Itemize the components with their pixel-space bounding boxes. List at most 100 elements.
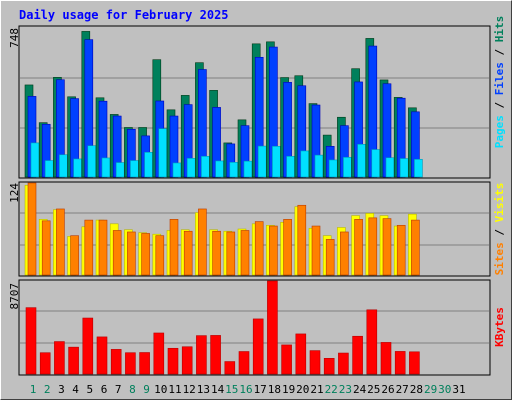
kbytes-bar	[238, 351, 250, 375]
sites-bar	[127, 231, 136, 276]
day-label: 22	[325, 383, 338, 396]
sites-bar	[269, 225, 278, 276]
day-label: 20	[296, 383, 309, 396]
y-max-label: 124	[8, 183, 21, 203]
kbytes-bar	[139, 352, 150, 375]
graph-title: Daily usage for February 2025	[19, 8, 229, 22]
sites-bar	[212, 230, 221, 276]
sites-bar	[325, 239, 335, 276]
sites-bar	[283, 219, 292, 276]
pages-bar	[257, 145, 267, 178]
legend-entry: Pages	[493, 115, 506, 148]
day-label: 2	[44, 383, 51, 396]
kbytes-bar	[25, 307, 37, 375]
sites-bar	[311, 225, 321, 276]
legend-entry: Visits	[493, 183, 506, 223]
pages-bar	[300, 150, 310, 178]
day-label: 31	[452, 383, 465, 396]
day-label: 10	[154, 383, 167, 396]
y-max-label: 8707	[8, 283, 21, 310]
kbytes-bar	[125, 352, 136, 375]
sites-bar	[169, 219, 179, 276]
sites-bar	[27, 182, 37, 276]
day-label: 16	[239, 383, 252, 396]
pages-bar	[59, 154, 68, 178]
pages-bar	[158, 128, 168, 178]
kbytes-bar	[323, 357, 335, 375]
pages-bar	[328, 159, 338, 178]
kbytes-bar	[54, 341, 65, 375]
sites-bar	[141, 233, 150, 276]
kbytes-bar	[380, 342, 392, 375]
day-label: 21	[310, 383, 323, 396]
pages-bar	[215, 160, 224, 178]
kbytes-bar	[281, 344, 292, 375]
legend-separator: /	[493, 222, 506, 242]
day-label: 15	[225, 383, 238, 396]
day-label: 24	[353, 383, 367, 396]
kbytes-bar	[39, 352, 51, 375]
legend-sites-visits: Sites / Visits	[493, 183, 506, 276]
kbytes-bar	[82, 317, 94, 375]
sites-bar	[112, 230, 122, 276]
legend-entry: Hits	[493, 16, 506, 43]
day-label: 13	[197, 383, 210, 396]
sites-bar	[240, 230, 250, 276]
legend-separator: /	[493, 42, 506, 62]
pages-bar	[385, 157, 395, 178]
sites-bar	[411, 219, 420, 276]
pages-bar	[343, 157, 352, 178]
pages-bar	[115, 162, 125, 178]
pages-bar	[87, 145, 97, 178]
day-label: 19	[282, 383, 295, 396]
pages-bar	[144, 152, 153, 178]
sites-bar	[98, 219, 108, 276]
kbytes-bar	[295, 333, 307, 375]
legend-entry: Files	[493, 62, 506, 95]
sites-bar	[41, 220, 51, 276]
sites-bar	[198, 208, 207, 276]
pages-bar	[73, 158, 82, 178]
kbytes-bar	[224, 361, 236, 375]
day-label: 1	[30, 383, 37, 396]
sites-bar	[84, 219, 94, 276]
day-label: 28	[410, 383, 423, 396]
day-label: 4	[72, 383, 79, 396]
kbytes-bar	[210, 335, 221, 375]
day-label: 26	[381, 383, 394, 396]
day-label: 27	[396, 383, 409, 396]
day-label: 25	[367, 383, 380, 396]
kbytes-bar	[68, 346, 79, 375]
sites-bar	[183, 230, 193, 276]
day-label: 5	[86, 383, 93, 396]
sites-bar	[56, 208, 65, 276]
day-label: 23	[339, 383, 352, 396]
day-label: 8	[129, 383, 136, 396]
legend-separator: /	[493, 95, 506, 115]
pages-bar	[186, 158, 196, 178]
pages-bar	[272, 146, 281, 178]
day-label: 11	[168, 383, 181, 396]
pages-bar	[243, 160, 253, 178]
sites-bar	[368, 217, 378, 276]
kbytes-bar	[267, 280, 278, 375]
sites-bar	[254, 221, 264, 276]
legend-pages-files-hits: Pages / Files / Hits	[493, 16, 506, 149]
legend-entry: KBytes	[493, 307, 506, 347]
legend-entry: Sites	[493, 242, 506, 275]
kbytes-bar	[309, 350, 321, 375]
y-max-label: 748	[8, 28, 21, 48]
day-label: 12	[183, 383, 196, 396]
pages-bar	[229, 162, 239, 178]
day-label: 30	[438, 383, 451, 396]
pages-bar	[314, 154, 324, 178]
sites-bar	[354, 219, 363, 276]
pages-bar	[130, 160, 139, 178]
pages-bar	[101, 157, 111, 178]
kbytes-bar	[153, 332, 165, 375]
sites-bar	[226, 231, 236, 276]
kbytes-bar	[394, 351, 406, 375]
day-label: 9	[143, 383, 150, 396]
